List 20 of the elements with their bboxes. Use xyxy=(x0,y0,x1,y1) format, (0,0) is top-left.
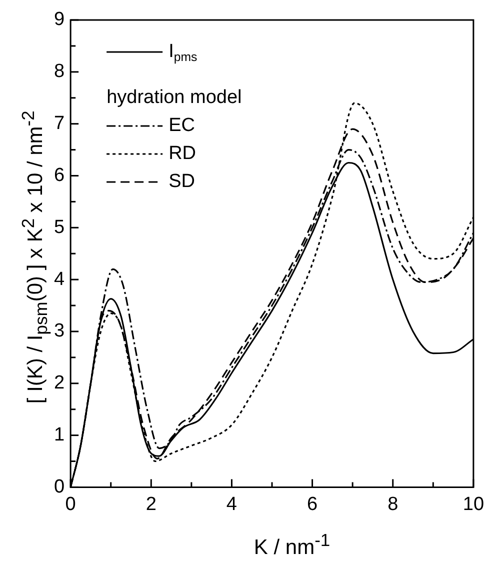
x-tick-label: 4 xyxy=(226,494,238,515)
x-tick-label: 2 xyxy=(146,494,156,515)
y-tick-label: 7 xyxy=(54,113,65,134)
y-tick-label: 1 xyxy=(54,424,65,446)
y-tick-label: 8 xyxy=(54,61,65,82)
y-tick-label: 9 xyxy=(54,9,65,30)
y-tick-label: 5 xyxy=(54,216,65,238)
legend-label: SD xyxy=(168,171,195,192)
x-tick-label: 8 xyxy=(388,494,398,515)
legend-label: RD xyxy=(168,143,196,164)
y-tick-label: 6 xyxy=(54,164,65,186)
legend-title: hydration model xyxy=(106,87,242,108)
y-tick-label: 0 xyxy=(54,476,65,498)
x-tick-label: 6 xyxy=(307,494,318,515)
y-tick-label: 2 xyxy=(54,372,65,394)
x-tick-label: 10 xyxy=(462,494,484,515)
legend-label: EC xyxy=(168,115,195,136)
y-tick-label: 4 xyxy=(54,268,65,290)
x-axis-title: K / nm$^{-1}$ xyxy=(252,530,332,560)
y-tick-label: 3 xyxy=(54,320,65,342)
